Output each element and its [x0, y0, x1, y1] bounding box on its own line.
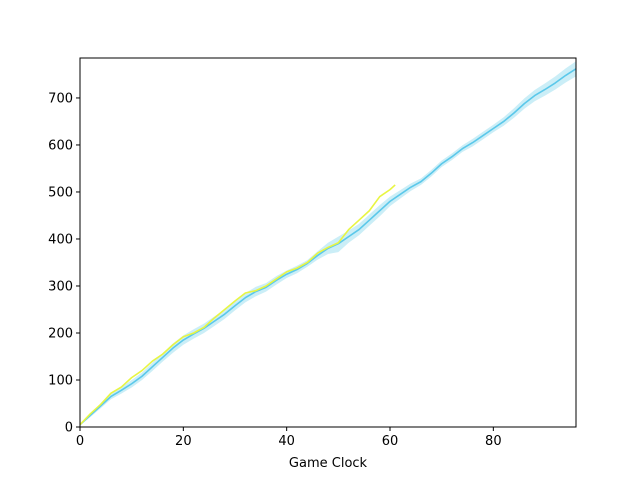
x-tick-label: 40 [278, 434, 295, 449]
x-axis: 0 20 40 60 80 [76, 427, 502, 449]
x-axis-label: Game Clock [289, 456, 368, 471]
plot-frame [79, 57, 577, 428]
series-2-line [80, 184, 396, 426]
y-tick-label: 200 [48, 326, 73, 341]
plot-area [80, 61, 576, 426]
y-tick-label: 500 [48, 185, 73, 200]
x-tick-label: 60 [382, 434, 399, 449]
x-tick-label: 80 [485, 434, 502, 449]
series-1-line [80, 68, 576, 426]
x-tick-label: 0 [76, 434, 84, 449]
y-tick-label: 600 [48, 138, 73, 153]
y-tick-label: 400 [48, 232, 73, 247]
series-group [80, 61, 576, 426]
y-tick-label: 100 [48, 373, 73, 388]
y-axis: 0 100 200 300 400 500 600 700 [48, 91, 80, 436]
y-tick-label: 700 [48, 91, 73, 106]
y-tick-label: 0 [65, 421, 73, 436]
y-tick-label: 300 [48, 279, 73, 294]
series-1-confidence-band [80, 61, 576, 426]
x-tick-label: 20 [175, 434, 192, 449]
